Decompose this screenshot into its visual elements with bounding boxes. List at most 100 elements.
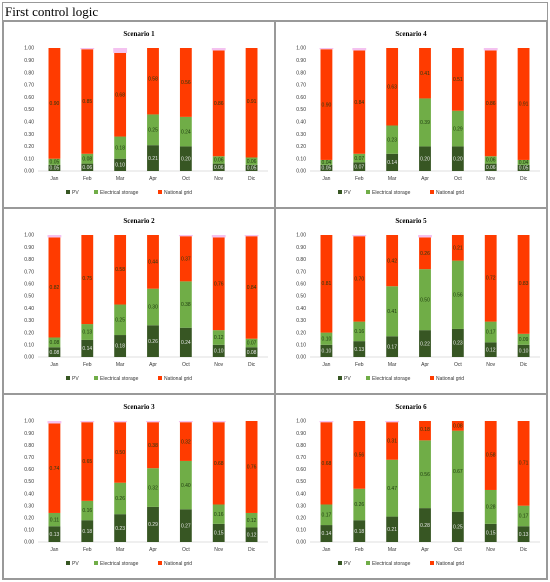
chart-title: Scenario 6 (395, 403, 427, 411)
y-tick-label: 0.10 (24, 156, 34, 162)
y-tick-label: 0.50 (296, 107, 306, 113)
data-label-electrical-storage: 0.25 (115, 317, 125, 323)
bar-segment-national-grid (484, 421, 497, 490)
bar-segment-pv (320, 525, 333, 542)
data-label-pv: 0.24 (181, 340, 191, 346)
bar-segment-pv (245, 164, 258, 171)
chart-scenario-4: Scenario 4 0.00 0.10 0.20 0.30 0.40 0.50 0.60 0.… (296, 30, 540, 196)
data-label-pv: 0.29 (148, 522, 158, 528)
data-label-pv: 0.06 (486, 165, 496, 171)
data-label-pv: 0.08 (50, 350, 60, 356)
bar-segment-electrical-storage (419, 269, 431, 331)
legend-swatch-pv (338, 376, 342, 380)
bar-segment-electrical-storage (484, 489, 497, 524)
data-label-national-grid: 0.71 (519, 460, 529, 466)
y-tick-label: 0.00 (296, 169, 306, 175)
data-label-pv: 0.08 (247, 350, 257, 356)
data-label-electrical-storage: 0.07 (354, 156, 364, 162)
bar-jan: 0.13 0.11 0.74 (47, 421, 62, 542)
x-tick-label: Apr (421, 176, 429, 182)
bar-segment-pv (114, 335, 127, 357)
bar-segment-pv (386, 336, 399, 357)
data-label-pv: 0.13 (354, 347, 364, 353)
data-label-electrical-storage: 0.39 (420, 120, 430, 126)
bar-segment-pv (419, 508, 431, 542)
x-tick-label: Nov (486, 176, 495, 182)
data-label-electrical-storage: 0.10 (322, 336, 332, 342)
y-tick-label: 0.10 (24, 343, 34, 349)
data-label-national-grid: 0.90 (322, 102, 332, 108)
data-label-electrical-storage: 0.06 (486, 158, 496, 164)
data-label-electrical-storage: 0.28 (486, 505, 496, 511)
bar-segment-pv (81, 520, 94, 542)
bar-segment-pv (353, 520, 366, 542)
y-tick-label: 0.90 (24, 431, 34, 437)
data-label-national-grid: 0.56 (354, 453, 364, 459)
x-tick-label: Dic (248, 362, 256, 368)
legend-label-pv: PV (72, 376, 79, 382)
y-tick-label: 0.40 (24, 491, 34, 497)
data-label-national-grid: 0.68 (322, 461, 332, 467)
data-label-pv: 0.26 (148, 339, 158, 345)
data-label-pv: 0.21 (148, 156, 158, 162)
data-label-electrical-storage: 0.05 (50, 159, 60, 165)
data-label-electrical-storage: 0.40 (181, 483, 191, 489)
y-tick-label: 0.00 (24, 355, 34, 361)
bar-dic: 0.050.06 0.91 (245, 48, 258, 172)
legend-swatch-pv (338, 190, 342, 194)
panel-scenario-5: Scenario 5 0.00 0.10 0.20 0.30 0.40 0.50 0.60 0.… (275, 208, 547, 394)
y-tick-label: 0.60 (296, 95, 306, 101)
x-tick-label: Jan (50, 362, 58, 368)
bar-oct: 0.23 0.56 0.21 (451, 235, 464, 357)
data-label-electrical-storage: 0.25 (148, 127, 158, 133)
bar-segment-electrical-storage (386, 286, 399, 337)
data-label-national-grid: 0.32 (181, 439, 191, 445)
bar-segment-national-grid (147, 235, 159, 289)
data-label-electrical-storage: 0.26 (354, 502, 364, 508)
x-tick-label: Mar (116, 176, 125, 182)
bar-apr: 0.26 0.30 0.44 (147, 235, 159, 357)
x-tick-label: Feb (83, 176, 92, 182)
y-tick-label: 0.50 (24, 107, 34, 113)
bar-mar: 0.17 0.41 0.42 (386, 235, 399, 357)
x-tick-label: Dic (520, 547, 528, 553)
y-tick-label: 0.80 (24, 70, 34, 76)
bar-oct: 0.20 0.29 0.51 (451, 48, 464, 171)
x-tick-label: Nov (214, 547, 223, 553)
data-label-electrical-storage: 0.12 (247, 518, 257, 524)
y-tick-label: 0.40 (296, 491, 306, 497)
data-label-national-grid: 0.91 (247, 99, 257, 105)
bar-segment-pv (419, 330, 431, 357)
data-label-electrical-storage: 0.09 (519, 337, 529, 343)
legend-swatch-pv (66, 376, 70, 380)
bar-feb: 0.14 0.13 0.75 (81, 235, 94, 357)
bar-oct: 0.25 0.67 0.08 (451, 421, 464, 542)
bar-segment-electrical-storage (81, 153, 94, 164)
data-label-electrical-storage: 0.38 (181, 302, 191, 308)
bar-segment-electrical-storage (245, 512, 258, 528)
legend-swatch-national-grid (158, 190, 162, 194)
panel-scenario-1: Scenario 1 0.00 0.10 0.20 0.30 0.40 0.50 0.60 0.… (3, 21, 275, 208)
bar-segment-pv (320, 344, 333, 357)
legend-label-electrical-storage: Electrical storage (372, 561, 411, 567)
bar-overflow-area (483, 48, 498, 51)
bar-overflow-area (47, 421, 62, 424)
data-label-national-grid: 0.26 (420, 251, 430, 257)
x-tick-label: Oct (454, 362, 462, 368)
bar-segment-electrical-storage (48, 158, 61, 165)
bar-segment-national-grid (212, 50, 225, 157)
data-label-national-grid: 0.38 (148, 443, 158, 449)
data-label-electrical-storage: 0.04 (322, 160, 332, 166)
bar-apr: 0.29 0.32 0.38 (146, 421, 160, 542)
bar-feb: 0.18 0.26 0.56 (353, 421, 366, 542)
y-tick-label: 0.70 (24, 83, 34, 89)
data-label-electrical-storage: 0.67 (453, 469, 463, 475)
bar-overflow-area (80, 48, 95, 50)
panel-scenario-4: Scenario 4 0.00 0.10 0.20 0.30 0.40 0.50 0.60 0.… (275, 21, 547, 208)
data-label-electrical-storage: 0.26 (115, 496, 125, 502)
data-label-electrical-storage: 0.18 (115, 145, 125, 151)
data-label-national-grid: 0.63 (387, 84, 397, 90)
y-tick-label: 0.10 (296, 343, 306, 349)
bar-segment-electrical-storage (484, 321, 497, 343)
data-label-national-grid: 0.42 (387, 258, 397, 264)
